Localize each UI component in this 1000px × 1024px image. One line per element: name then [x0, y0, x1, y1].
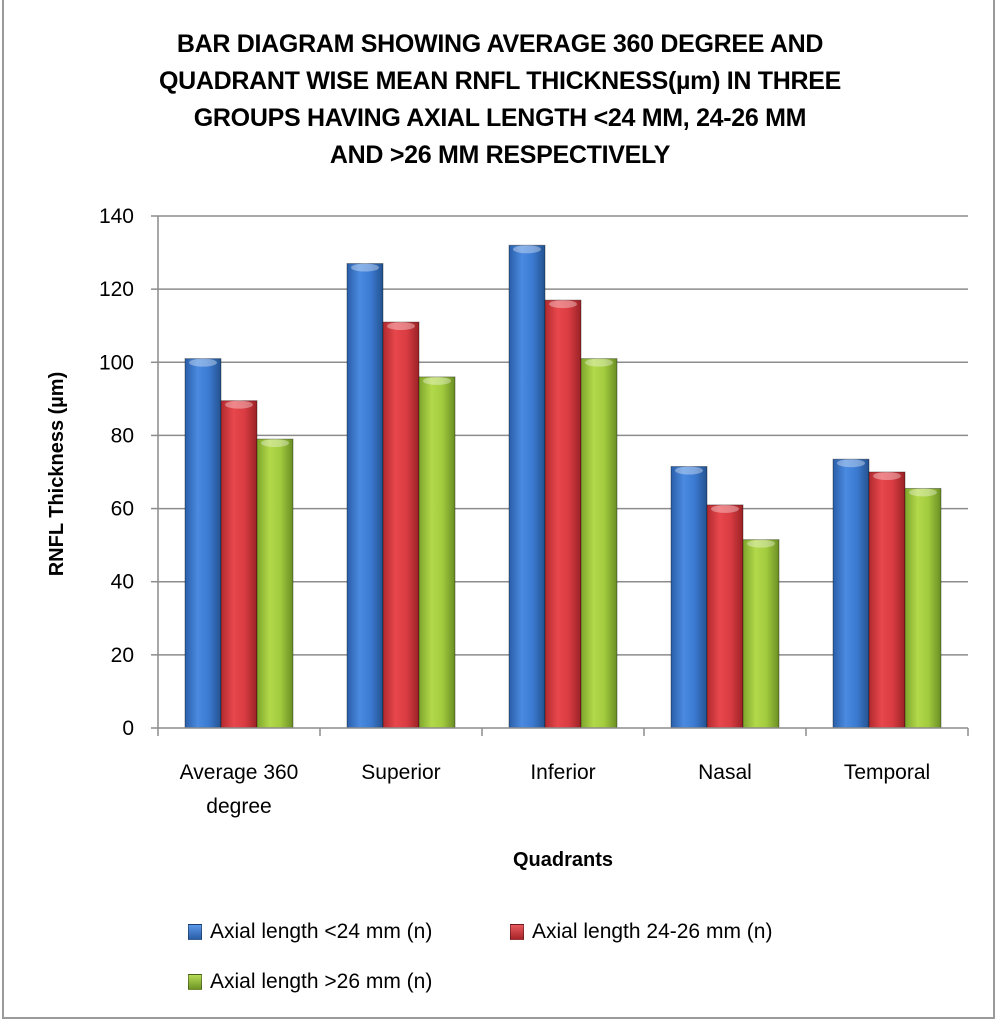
y-axis-title: RNFL Thickness (µm) — [46, 372, 68, 577]
bar-highlight — [747, 539, 775, 548]
y-tick-label: 120 — [99, 278, 134, 301]
legend-swatch-blue — [188, 924, 202, 940]
bar-3-0 — [670, 466, 708, 729]
y-tick-label: 40 — [111, 571, 134, 594]
x-tick-label: Superior — [361, 761, 440, 784]
chart-title-line-2: QUADRANT WISE MEAN RNFL THICKNESS(µm) IN… — [158, 67, 842, 95]
bar-1-1 — [382, 321, 420, 729]
bar-2-0 — [508, 244, 546, 729]
y-tick-label: 80 — [111, 424, 134, 447]
legend-item-gt26: Axial length >26 mm (n) — [188, 970, 432, 994]
bar-highlight — [189, 358, 217, 367]
bar-1-2 — [418, 376, 456, 729]
chart-title-line-3: GROUPS HAVING AXIAL LENGTH <24 MM, 24-26… — [193, 104, 807, 132]
bar-0-0 — [184, 358, 222, 729]
bar-highlight — [909, 488, 937, 497]
legend-label-gt26: Axial length >26 mm (n) — [210, 970, 433, 993]
bar-3-2 — [742, 539, 780, 729]
bar-4-1 — [868, 471, 906, 729]
bar-highlight — [585, 358, 613, 367]
bar-0-1 — [220, 400, 258, 729]
bar-3-1 — [706, 504, 744, 729]
legend-item-24-26: Axial length 24-26 mm (n) — [510, 920, 772, 944]
legend-label-24-26: Axial length 24-26 mm (n) — [532, 920, 773, 943]
bar-highlight — [675, 466, 703, 475]
legend-item-lt24: Axial length <24 mm (n) — [188, 920, 432, 944]
bar-highlight — [837, 459, 865, 468]
chart-title: BAR DIAGRAM SHOWING AVERAGE 360 DEGREE A… — [80, 26, 920, 174]
y-tick-label: 60 — [111, 498, 134, 521]
bar-4-2 — [904, 487, 942, 729]
bar-1-0 — [346, 263, 384, 729]
legend-swatch-red — [510, 924, 524, 940]
y-tick-label: 0 — [122, 717, 134, 740]
x-tick-label: Inferior — [530, 761, 595, 784]
x-tick-label: Temporal — [844, 761, 930, 784]
chart-title-line-1: BAR DIAGRAM SHOWING AVERAGE 360 DEGREE A… — [176, 30, 824, 58]
bar-highlight — [387, 322, 415, 331]
y-tick-label: 140 — [99, 205, 134, 228]
x-tick-label: degree — [206, 795, 271, 818]
y-tick-label: 100 — [99, 351, 134, 374]
x-tick-label: Average 360 — [180, 761, 299, 784]
bar-highlight — [225, 400, 253, 409]
bar-4-0 — [832, 458, 870, 729]
x-axis-title: Quadrants — [513, 849, 613, 871]
bar-highlight — [261, 439, 289, 448]
bar-2-2 — [580, 358, 618, 729]
bar-highlight — [513, 245, 541, 254]
legend-swatch-green — [188, 974, 202, 990]
bar-2-1 — [544, 299, 582, 729]
bar-highlight — [873, 472, 901, 480]
x-tick-label: Nasal — [698, 761, 752, 784]
bar-highlight — [549, 300, 577, 309]
chart-title-line-4: AND >26 MM RESPECTIVELY — [329, 141, 671, 169]
y-tick-label: 20 — [111, 644, 134, 667]
bar-highlight — [351, 263, 379, 272]
bar-0-2 — [256, 438, 294, 729]
bar-highlight — [423, 376, 451, 385]
legend-label-lt24: Axial length <24 mm (n) — [210, 920, 433, 943]
bar-highlight — [711, 504, 739, 513]
